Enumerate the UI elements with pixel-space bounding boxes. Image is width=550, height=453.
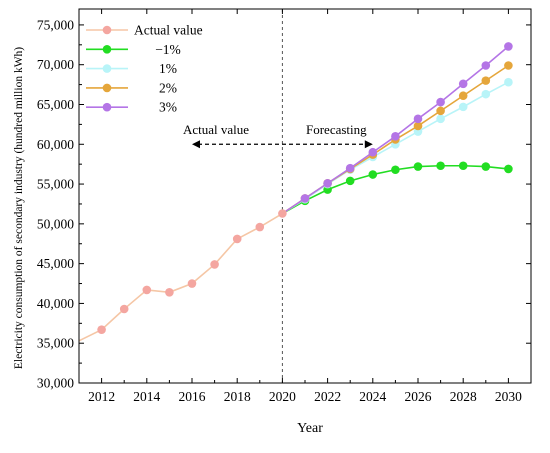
series-3-point xyxy=(413,121,423,131)
series-4-point xyxy=(436,97,445,107)
x-tick-label: 2024 xyxy=(359,389,386,404)
x-tick-label: 2016 xyxy=(179,389,206,404)
legend-label-3: 2% xyxy=(159,80,177,95)
x-tick-label: 2030 xyxy=(495,389,522,404)
series-3-point xyxy=(436,106,445,116)
series-3-point xyxy=(504,61,513,70)
y-tick-label: 35,000 xyxy=(37,336,74,351)
series-1-point xyxy=(413,162,423,171)
y-tick-label: 45,000 xyxy=(37,256,74,271)
legend-label-4: 3% xyxy=(159,100,177,115)
y-tick-label: 55,000 xyxy=(37,177,74,192)
annotation-forecasting: Forecasting xyxy=(306,122,367,137)
series-1-point xyxy=(481,162,491,171)
arrow-head-left xyxy=(192,140,200,149)
arrow-head-right xyxy=(364,140,373,149)
y-tick-label: 30,000 xyxy=(37,376,74,391)
series-0-point xyxy=(210,260,219,269)
series-4-point xyxy=(300,194,310,203)
legend-marker-3 xyxy=(102,83,112,93)
series-4-point xyxy=(504,42,513,51)
legend-marker-4 xyxy=(102,102,112,112)
x-tick-label: 2028 xyxy=(450,389,477,404)
x-tick-label: 2012 xyxy=(88,389,115,404)
series-0-point xyxy=(232,234,242,244)
y-tick-label: 75,000 xyxy=(37,17,74,32)
series-4-point xyxy=(481,61,491,70)
series-4-point xyxy=(345,163,355,173)
axes: 30,000 35,000 40,000 45,000 50,000 55,000 60,0… xyxy=(37,8,532,404)
series-1-point xyxy=(368,170,378,179)
series-0-point xyxy=(97,325,106,334)
series-0-point xyxy=(165,287,174,297)
x-tick-label: 2020 xyxy=(269,389,296,404)
series-line-0 xyxy=(78,212,283,342)
series-0-point xyxy=(142,285,152,295)
legend-label-0: Actual value xyxy=(134,23,203,38)
series-4-point xyxy=(391,132,400,141)
y-tick-label: 70,000 xyxy=(37,57,74,72)
series-1-point xyxy=(458,161,468,171)
series-0-point xyxy=(255,222,265,232)
series-0-point xyxy=(119,304,129,314)
x-tick-label: 2022 xyxy=(314,389,341,404)
y-tick-label: 40,000 xyxy=(37,296,74,311)
series-4-point xyxy=(458,79,468,89)
legend-label-1: −1% xyxy=(155,42,181,57)
x-tick-label: 2026 xyxy=(405,389,432,404)
x-axis-title: Year xyxy=(297,421,323,436)
series-4-point xyxy=(368,147,378,157)
y-tick-label: 50,000 xyxy=(37,216,74,231)
y-tick-label: 65,000 xyxy=(37,97,74,112)
annotation-actual-value: Actual value xyxy=(183,122,249,137)
series-2-point xyxy=(481,89,491,99)
series-2-point xyxy=(504,77,513,87)
series-1-point xyxy=(345,176,355,186)
y-axis-title: Electricity consumption of secondary ind… xyxy=(13,47,25,369)
legend-marker-1 xyxy=(102,45,112,54)
plot-area xyxy=(78,9,513,383)
series-4-point xyxy=(413,114,423,124)
series-0-point xyxy=(187,279,197,288)
series-3-point xyxy=(481,76,491,85)
series-2-point xyxy=(458,102,468,112)
legend-marker-2 xyxy=(102,64,112,73)
series-3-point xyxy=(458,91,468,101)
series-1-point xyxy=(436,161,445,171)
series-0-point xyxy=(278,209,287,218)
legend: Actual value −1% 1% 2% 3% xyxy=(86,23,203,115)
x-tick-label: 2018 xyxy=(224,389,251,404)
series-1-point xyxy=(504,164,513,174)
legend-marker-0 xyxy=(102,25,112,35)
y-tick-label: 60,000 xyxy=(37,137,74,152)
series-1-point xyxy=(391,165,400,175)
legend-label-2: 1% xyxy=(159,61,177,76)
series-2-point xyxy=(436,114,445,124)
x-tick-label: 2014 xyxy=(133,389,160,404)
series-4-point xyxy=(323,178,332,188)
